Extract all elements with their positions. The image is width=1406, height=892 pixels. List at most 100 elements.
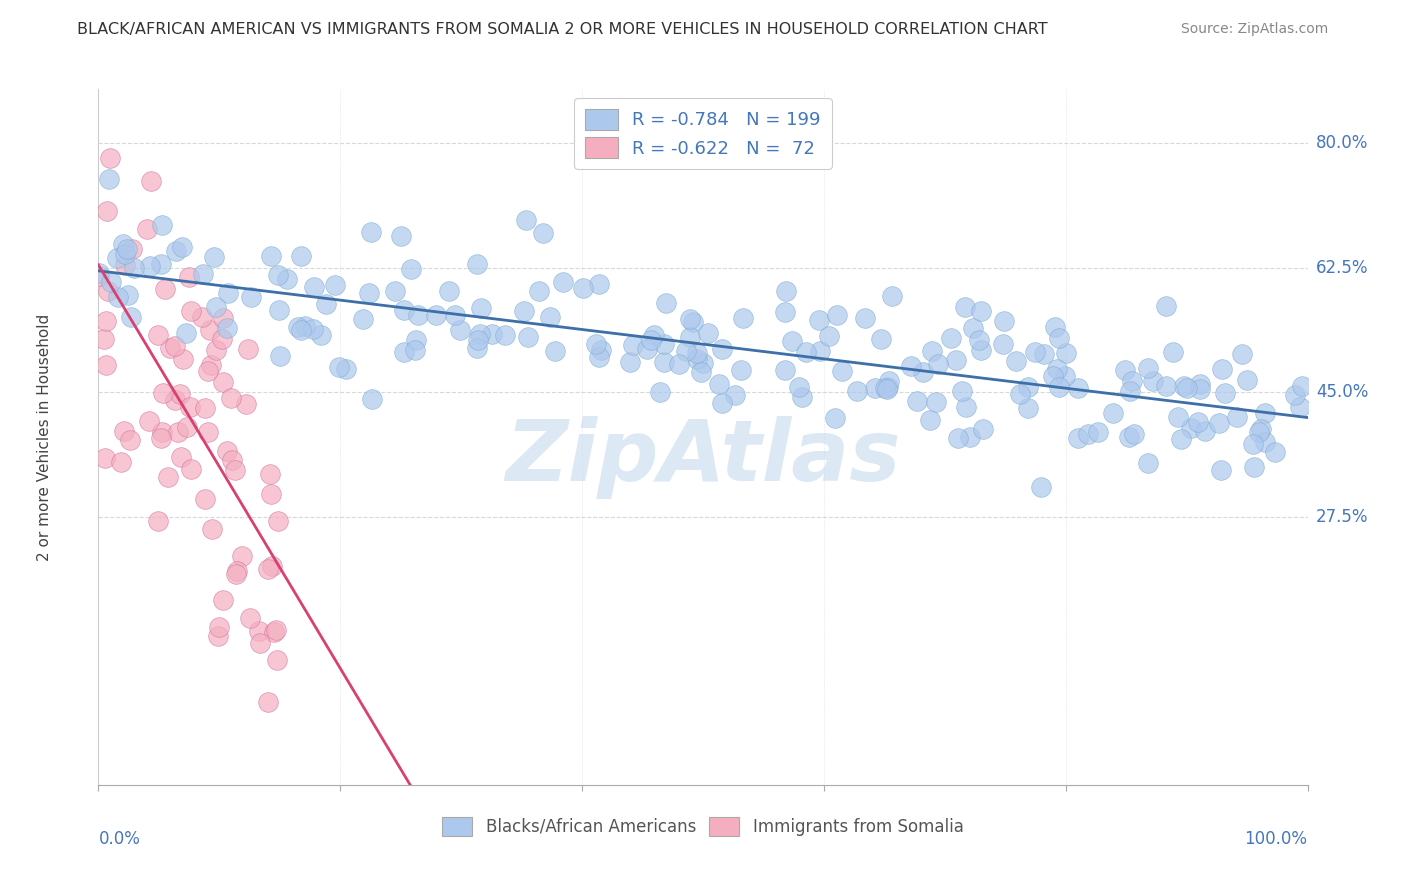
Point <box>572 281 595 295</box>
Point <box>679 311 702 326</box>
Point <box>1017 380 1039 394</box>
Text: 27.5%: 27.5% <box>1316 508 1368 526</box>
Point <box>112 237 135 252</box>
Point <box>808 344 831 359</box>
Point <box>794 345 817 359</box>
Point <box>360 225 382 239</box>
Text: 62.5%: 62.5% <box>1316 259 1368 277</box>
Point <box>1047 330 1070 344</box>
Point <box>1264 445 1286 459</box>
Point <box>267 268 290 282</box>
Point <box>404 343 426 357</box>
Point <box>621 338 644 352</box>
Point <box>290 249 312 263</box>
Point <box>146 515 169 529</box>
Point <box>150 431 173 445</box>
Point <box>654 295 676 310</box>
Point <box>191 267 214 281</box>
Point <box>1236 373 1258 387</box>
Point <box>406 308 429 322</box>
Point <box>790 390 813 404</box>
Point <box>150 218 173 232</box>
Point <box>208 620 231 634</box>
Point <box>875 381 897 395</box>
Point <box>1247 425 1270 440</box>
Point <box>1066 431 1088 445</box>
Point <box>927 357 949 371</box>
Point <box>201 522 224 536</box>
Point <box>1024 344 1046 359</box>
Point <box>773 304 796 318</box>
Point <box>1208 416 1230 430</box>
Point <box>163 393 186 408</box>
Point <box>494 328 516 343</box>
Point <box>912 365 935 379</box>
Point <box>588 277 610 292</box>
Point <box>239 610 262 624</box>
Point <box>179 400 201 414</box>
Point <box>1291 379 1313 393</box>
Point <box>730 363 752 377</box>
Point <box>865 381 887 395</box>
Point <box>707 376 730 391</box>
Point <box>449 323 471 337</box>
Point <box>588 350 610 364</box>
Point <box>515 212 537 227</box>
Point <box>1253 406 1275 420</box>
Point <box>675 344 697 359</box>
Point <box>98 152 121 166</box>
Point <box>384 285 406 299</box>
Point <box>1118 430 1140 444</box>
Point <box>117 288 139 302</box>
Point <box>112 424 135 438</box>
Point <box>180 304 202 318</box>
Point <box>1161 345 1184 359</box>
Point <box>467 334 489 348</box>
Point <box>1180 421 1202 435</box>
Text: 45.0%: 45.0% <box>1316 384 1368 401</box>
Point <box>150 258 173 272</box>
Point <box>139 259 162 273</box>
Point <box>301 322 323 336</box>
Point <box>260 249 283 263</box>
Point <box>194 401 217 416</box>
Point <box>259 467 281 482</box>
Point <box>1226 409 1249 424</box>
Point <box>323 277 346 292</box>
Point <box>1029 480 1052 494</box>
Point <box>315 297 337 311</box>
Point <box>643 327 665 342</box>
Point <box>527 284 550 298</box>
Point <box>235 397 257 411</box>
Point <box>249 624 271 638</box>
Point <box>1008 387 1031 401</box>
Point <box>882 288 904 302</box>
Point <box>468 326 491 341</box>
Point <box>877 380 900 394</box>
Point <box>948 430 970 444</box>
Point <box>733 310 755 325</box>
Point <box>135 221 157 235</box>
Point <box>1136 361 1159 376</box>
Point <box>1067 381 1090 395</box>
Point <box>682 315 704 329</box>
Point <box>172 240 194 254</box>
Point <box>1054 346 1077 360</box>
Point <box>262 559 284 574</box>
Point <box>120 310 142 325</box>
Point <box>640 333 662 347</box>
Text: BLACK/AFRICAN AMERICAN VS IMMIGRANTS FROM SOMALIA 2 OR MORE VEHICLES IN HOUSEHOL: BLACK/AFRICAN AMERICAN VS IMMIGRANTS FRO… <box>77 22 1047 37</box>
Point <box>204 250 226 264</box>
Point <box>831 364 853 378</box>
Point <box>807 313 830 327</box>
Point <box>94 451 117 466</box>
Point <box>1054 368 1077 383</box>
Point <box>266 653 288 667</box>
Point <box>120 434 142 448</box>
Point <box>405 333 427 347</box>
Point <box>654 337 676 351</box>
Point <box>256 562 278 576</box>
Point <box>170 450 193 464</box>
Point <box>1213 386 1236 401</box>
Point <box>1167 410 1189 425</box>
